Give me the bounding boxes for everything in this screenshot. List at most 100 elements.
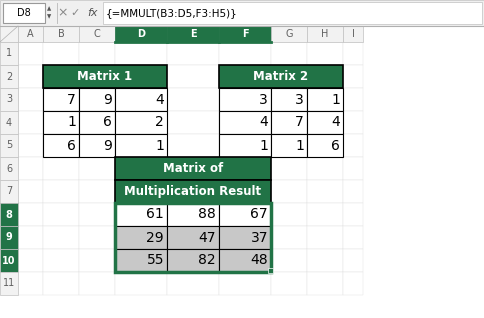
Text: 4: 4 (331, 115, 340, 129)
Text: A: A (27, 29, 34, 39)
Bar (103, 2, 482, 24)
Bar (307, 65, 343, 88)
Text: 3: 3 (259, 93, 268, 107)
Text: Matrix 1: Matrix 1 (77, 70, 133, 83)
Bar (271, 111, 307, 134)
Text: 82: 82 (198, 253, 216, 267)
Bar (3, 3, 45, 23)
Bar (0, 42, 18, 65)
Text: 6: 6 (6, 163, 12, 174)
Bar (43, 42, 79, 65)
Bar (343, 88, 363, 111)
Text: 5: 5 (6, 141, 12, 150)
Bar (79, 272, 115, 295)
Text: ▲: ▲ (47, 7, 51, 11)
Bar (0, 0, 484, 26)
Bar (115, 134, 167, 157)
Bar (79, 157, 115, 180)
Bar (219, 134, 271, 157)
Bar (18, 249, 43, 272)
Bar (115, 42, 167, 65)
Bar (219, 111, 271, 134)
Bar (43, 65, 79, 88)
Bar (0, 26, 18, 42)
Bar (343, 203, 363, 226)
Bar (271, 134, 307, 157)
Bar (219, 88, 271, 111)
Bar (268, 268, 273, 273)
Bar (219, 134, 271, 157)
Bar (167, 226, 219, 249)
Text: 61: 61 (146, 208, 164, 222)
Bar (271, 134, 307, 157)
Bar (43, 249, 79, 272)
Bar (271, 203, 307, 226)
Bar (219, 180, 271, 203)
Bar (0, 111, 18, 134)
Bar (43, 111, 79, 134)
Bar (0, 65, 18, 88)
Bar (167, 111, 219, 134)
Bar (219, 65, 343, 88)
Bar (115, 226, 167, 249)
Bar (115, 226, 167, 249)
Bar (307, 88, 343, 111)
Bar (271, 88, 307, 111)
Text: 1: 1 (259, 139, 268, 153)
Text: 47: 47 (198, 231, 216, 245)
Bar (115, 111, 167, 134)
Bar (79, 26, 115, 42)
Text: 11: 11 (3, 279, 15, 288)
Bar (271, 226, 307, 249)
Bar (79, 88, 115, 111)
Bar (0, 134, 18, 157)
Text: 4: 4 (6, 117, 12, 128)
Bar (271, 88, 307, 111)
Bar (167, 272, 219, 295)
Bar (307, 88, 343, 111)
Text: 3: 3 (6, 94, 12, 105)
Bar (219, 65, 271, 88)
Bar (219, 272, 271, 295)
Text: 1: 1 (331, 93, 340, 107)
Text: 6: 6 (103, 115, 112, 129)
Bar (18, 180, 43, 203)
Bar (43, 111, 79, 134)
Bar (43, 88, 79, 111)
Bar (167, 203, 219, 226)
Bar (219, 111, 271, 134)
Bar (115, 203, 167, 226)
Bar (115, 88, 167, 111)
Text: ✓: ✓ (70, 8, 80, 18)
Bar (167, 157, 219, 180)
Bar (43, 226, 79, 249)
Text: {=MMULT(B3:D5,F3:H5)}: {=MMULT(B3:D5,F3:H5)} (106, 8, 238, 18)
Bar (167, 249, 219, 272)
Bar (219, 249, 271, 272)
Bar (115, 180, 167, 203)
Bar (271, 249, 307, 272)
Bar (115, 111, 167, 134)
Text: 48: 48 (250, 253, 268, 267)
Bar (79, 42, 115, 65)
Bar (343, 180, 363, 203)
Bar (79, 134, 115, 157)
Text: 29: 29 (146, 231, 164, 245)
Bar (43, 180, 79, 203)
Bar (271, 65, 307, 88)
Bar (271, 157, 307, 180)
Bar (219, 226, 271, 249)
Bar (307, 180, 343, 203)
Text: 3: 3 (295, 93, 304, 107)
Text: 9: 9 (6, 232, 13, 243)
Bar (115, 26, 167, 42)
Bar (79, 203, 115, 226)
Text: 8: 8 (5, 210, 13, 219)
Bar (115, 157, 271, 180)
Text: G: G (285, 29, 293, 39)
Text: 88: 88 (198, 208, 216, 222)
Text: 9: 9 (103, 139, 112, 153)
Bar (307, 249, 343, 272)
Text: 55: 55 (147, 253, 164, 267)
Bar (271, 111, 307, 134)
